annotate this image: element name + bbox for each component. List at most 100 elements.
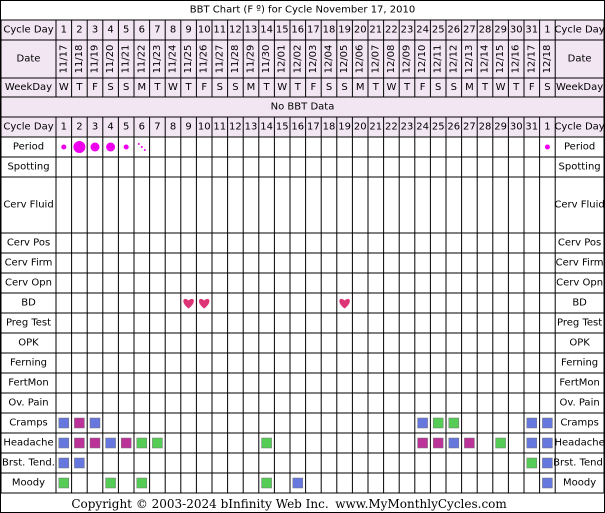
weekday-label: S <box>232 82 238 93</box>
label-moody-left: Moody <box>12 478 45 489</box>
headache-mark <box>261 437 272 449</box>
cycle-day-number: 30 <box>510 122 523 133</box>
weekday-label: W <box>168 82 178 93</box>
cycle-day-number: 26 <box>447 25 460 36</box>
weekday-label: S <box>326 82 332 93</box>
period-mark <box>90 142 100 152</box>
cycle-day-number: 14 <box>260 122 273 133</box>
cycle-day-number: 3 <box>92 25 98 36</box>
label-opk-right: OPK <box>569 338 590 349</box>
cycle-day-number: 19 <box>338 122 351 133</box>
moody-mark <box>261 477 272 489</box>
cycle-day-number: 31 <box>525 25 538 36</box>
period-mark <box>73 141 86 153</box>
cycle-day-number: 10 <box>198 25 211 36</box>
label-cerv-opn-left: Cerv Opn <box>5 278 52 289</box>
label-fertmon-right: FertMon <box>559 378 599 389</box>
label-ferning-right: Ferning <box>561 358 598 369</box>
headache-mark <box>542 437 553 449</box>
weekday-label: W <box>59 82 69 93</box>
cycle-day-number: 19 <box>338 25 351 36</box>
headache-mark <box>495 437 506 449</box>
date-label: 11/21 <box>121 45 132 74</box>
date-label: 12/04 <box>324 45 335 74</box>
weekday-label: T <box>153 82 161 93</box>
headache-mark <box>152 437 163 449</box>
bd-heart-mark <box>339 298 350 309</box>
cramps-mark <box>526 417 538 429</box>
date-label: 11/22 <box>136 45 147 74</box>
cycle-day-number: 23 <box>401 122 414 133</box>
label-cerv-pos-right: Cerv Pos <box>558 238 601 249</box>
cycle-day-number: 1 <box>61 25 67 36</box>
cycle-day-number: 21 <box>369 122 382 133</box>
weekday-label: S <box>451 82 457 93</box>
cycle-day-number: 25 <box>432 25 445 36</box>
moody-mark <box>136 477 148 489</box>
cycle-day-number: 7 <box>154 122 160 133</box>
cycle-day-number: 6 <box>139 122 145 133</box>
moody-mark <box>105 477 116 489</box>
weekday-label: M <box>356 82 365 93</box>
cramps-mark <box>432 417 444 429</box>
date-label: 12/14 <box>480 45 491 74</box>
label-cerv-fluid-left: Cerv Fluid <box>3 200 53 211</box>
date-label: 11/30 <box>261 45 272 74</box>
bd-heart-mark <box>183 298 194 309</box>
footer-copyright: Copyright © 2003-2024 bInfinity Web Inc. <box>71 497 328 511</box>
date-label: 11/26 <box>199 45 210 74</box>
cycle-day-number: 1 <box>544 122 550 133</box>
date-label: 11/29 <box>246 45 257 74</box>
cycle-day-number: 9 <box>185 122 191 133</box>
date-label: 12/05 <box>339 45 350 74</box>
label-cerv-firm-left: Cerv Firm <box>5 258 53 269</box>
cycle-day-number: 2 <box>76 122 82 133</box>
headache-mark <box>417 437 428 449</box>
headache-mark <box>464 437 475 449</box>
weekday-label: S <box>107 82 113 93</box>
label-cerv-opn-right: Cerv Opn <box>556 278 603 289</box>
weekday-label: T <box>481 82 489 93</box>
cycle-day-number: 23 <box>401 25 414 36</box>
cramps-mark <box>74 417 85 429</box>
period-spot-mark <box>143 149 146 151</box>
cycle-day-number: 13 <box>245 25 258 36</box>
cramps-mark <box>89 417 101 429</box>
headache-mark <box>105 437 116 449</box>
date-label: 12/02 <box>292 45 303 74</box>
label-cerv-fluid-right: Cerv Fluid <box>554 200 604 211</box>
weekday-label: M <box>137 82 146 93</box>
no-bbt-label: No BBT Data <box>271 102 335 113</box>
header-band-top <box>1 20 604 97</box>
cycle-day-number: 27 <box>463 122 476 133</box>
footer-site: www.MyMonthlyCycles.com <box>335 497 507 511</box>
cycle-day-number: 12 <box>229 122 242 133</box>
cycle-day-number: 28 <box>479 122 492 133</box>
cycle-day-number: 16 <box>291 122 304 133</box>
no-bbt-band <box>1 97 604 117</box>
label-cycle-day-mid-right: Cycle Day <box>554 122 604 133</box>
label-brst-tend-right: Brst. Tend. <box>553 458 605 469</box>
date-label: 11/18 <box>74 45 85 74</box>
date-label: 11/23 <box>152 45 163 74</box>
cycle-day-number: 29 <box>494 25 507 36</box>
cycle-day-number: 31 <box>525 122 538 133</box>
weekday-label: T <box>403 82 411 93</box>
cycle-day-number: 20 <box>354 25 367 36</box>
brst-tend-mark <box>526 457 538 469</box>
moody-mark <box>542 477 553 489</box>
cycle-day-number: 25 <box>432 122 445 133</box>
date-label: 12/17 <box>526 45 537 74</box>
cycle-day-number: 5 <box>123 122 129 133</box>
cycle-day-number: 11 <box>213 25 226 36</box>
cycle-day-number: 21 <box>369 25 382 36</box>
label-cramps-left: Cramps <box>9 418 48 429</box>
label-period-right: Period <box>564 142 595 153</box>
cycle-day-number: 3 <box>92 122 98 133</box>
label-bd-right: BD <box>572 298 587 309</box>
weekday-label: W <box>277 82 287 93</box>
headache-mark <box>58 437 70 449</box>
date-label: 12/09 <box>402 45 413 74</box>
weekday-label: T <box>512 82 520 93</box>
date-label: 12/13 <box>464 45 475 74</box>
